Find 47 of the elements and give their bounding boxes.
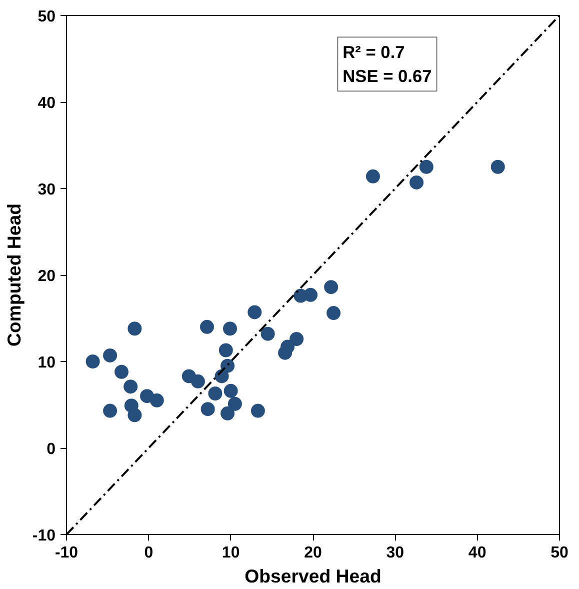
- point: [114, 364, 129, 379]
- y-axis-title: Computed Head: [3, 203, 24, 347]
- point: [124, 380, 138, 394]
- x-tick-label: 20: [304, 544, 322, 562]
- y-tick-label: 40: [38, 95, 56, 112]
- x-axis-title: Observed Head: [244, 566, 382, 586]
- point: [128, 408, 142, 422]
- point: [250, 404, 265, 418]
- y-tick-label: 10: [38, 354, 56, 372]
- point: [260, 326, 275, 341]
- point: [326, 306, 341, 320]
- point: [248, 305, 262, 320]
- point: [200, 320, 214, 334]
- point: [290, 332, 304, 346]
- point: [324, 280, 338, 294]
- point: [103, 404, 118, 418]
- annotation: R² = 0.7 NSE = 0.67: [342, 42, 432, 86]
- point: [218, 343, 233, 358]
- point: [280, 340, 295, 354]
- point: [419, 160, 434, 174]
- y-tick-label: -10: [32, 528, 56, 544]
- point: [128, 322, 142, 336]
- point: [224, 384, 238, 398]
- point: [86, 354, 100, 368]
- point: [490, 160, 505, 174]
- point: [304, 288, 318, 302]
- y-tick-label: 0: [46, 441, 56, 458]
- y-tick-label: 20: [38, 268, 56, 285]
- x-tick-label: 0: [144, 544, 154, 562]
- x-tick-label: 30: [386, 544, 404, 562]
- point: [220, 358, 235, 373]
- y-tick-label: 50: [38, 8, 56, 26]
- x-tick-label: 50: [550, 544, 568, 562]
- x-tick-label: 10: [222, 544, 240, 562]
- point: [220, 406, 235, 420]
- y-tick-label: 30: [38, 182, 56, 198]
- point: [208, 386, 222, 400]
- point: [190, 374, 205, 388]
- x-tick-label: 40: [468, 544, 486, 562]
- point: [366, 169, 380, 184]
- x-tick-label: -10: [54, 544, 78, 562]
- point: [410, 175, 424, 190]
- point: [150, 393, 164, 408]
- point: [200, 402, 215, 416]
- point: [103, 348, 118, 362]
- point: [228, 396, 242, 411]
- point: [223, 322, 238, 336]
